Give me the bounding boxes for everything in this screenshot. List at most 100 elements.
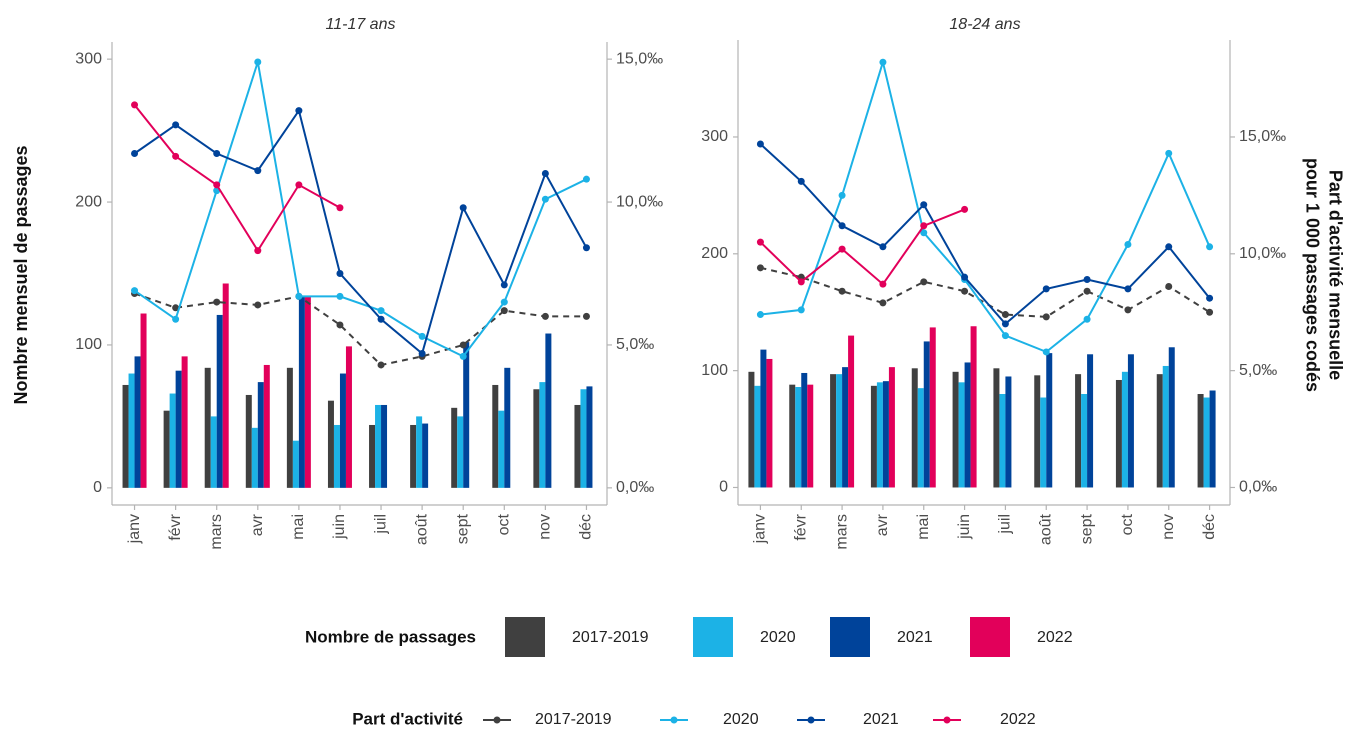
y2-tick-label: 0,0‰ [616, 479, 654, 496]
bar [163, 410, 170, 488]
panel-title: 18-24 ans [949, 16, 1020, 33]
line-point [582, 175, 590, 183]
bar [1034, 375, 1041, 488]
line-point [838, 222, 846, 230]
line-point [879, 299, 887, 307]
bar [545, 333, 552, 488]
line-point [295, 181, 303, 189]
line-point [336, 321, 344, 329]
line-point [920, 201, 928, 209]
line-point [131, 149, 139, 157]
bar [888, 367, 895, 488]
bar [1081, 394, 1088, 488]
line-point [172, 152, 180, 160]
line-point [582, 312, 590, 320]
bar [181, 356, 188, 488]
x-tick-label: juin [956, 514, 973, 540]
legend-label: 2021 [863, 711, 899, 728]
bar [917, 388, 924, 488]
line-point [541, 169, 549, 177]
legend-swatch [693, 617, 733, 657]
bar [327, 400, 334, 488]
line-point [1083, 276, 1091, 284]
x-tick-label: nov [537, 514, 554, 540]
line-point [377, 361, 385, 369]
bar [539, 382, 546, 488]
line-point [1206, 243, 1214, 251]
bar [876, 382, 883, 488]
bar [574, 404, 581, 488]
line-point [295, 107, 303, 115]
line-point [377, 315, 385, 323]
bar [1040, 397, 1047, 488]
line-point [879, 243, 887, 251]
x-tick-label: févr [167, 513, 184, 540]
y-tick-label: 300 [701, 128, 728, 145]
bar [801, 372, 808, 488]
bar [586, 386, 593, 488]
bar [848, 335, 855, 488]
line-point [541, 312, 549, 320]
bar [292, 440, 299, 488]
line [133, 61, 587, 358]
legend-label: 2017-2019 [572, 629, 649, 646]
bar [263, 364, 270, 488]
panel-title: 11-17 ans [326, 16, 396, 33]
y-tick-label: 300 [75, 50, 102, 67]
line-point [254, 247, 262, 255]
y2-tick-label: 10,0‰ [1239, 245, 1286, 262]
bar [422, 423, 429, 488]
bar [580, 389, 587, 488]
y-tick-label: 200 [701, 245, 728, 262]
line-point [336, 270, 344, 277]
bar [748, 371, 755, 488]
legend-swatch [505, 617, 545, 657]
x-tick-label: déc [578, 514, 595, 540]
legend-label: 2022 [1037, 629, 1073, 646]
bar [216, 314, 223, 488]
bar [369, 424, 376, 488]
x-tick-label: sept [454, 513, 471, 544]
legend-swatch [970, 617, 1010, 657]
y-tick-label: 100 [701, 362, 728, 379]
bar [504, 367, 511, 488]
x-tick-label: mai [915, 514, 932, 540]
line-point [254, 58, 262, 66]
bar [807, 384, 814, 488]
line-point [254, 167, 262, 175]
line-point [920, 229, 928, 237]
x-tick-label: févr [792, 513, 809, 540]
bar [1156, 374, 1163, 488]
line-point [838, 191, 846, 199]
y-tick-label: 0 [719, 479, 728, 496]
bar [298, 296, 305, 488]
line-point [1124, 285, 1132, 293]
x-tick-label: mars [208, 514, 225, 550]
line [760, 266, 1211, 318]
y2-tick-label: 5,0‰ [616, 336, 654, 353]
line-point [131, 287, 139, 295]
bar [836, 374, 843, 488]
line-point [961, 205, 969, 213]
bar [789, 384, 796, 488]
legend-title: Nombre de passages [305, 627, 476, 646]
legend-point [943, 716, 951, 724]
bar [533, 389, 540, 488]
bar [175, 370, 182, 488]
bar [134, 356, 141, 488]
bar [381, 404, 388, 488]
bar [795, 386, 802, 488]
line-point [797, 177, 805, 185]
line-point [500, 298, 508, 306]
x-tick-label: oct [1119, 513, 1136, 535]
x-tick-label: sept [1078, 513, 1095, 544]
line [759, 208, 965, 286]
bar [766, 358, 773, 488]
line-point [1165, 243, 1173, 251]
bar [345, 346, 352, 488]
bar [286, 367, 293, 488]
bar [304, 296, 311, 488]
bar [222, 283, 229, 488]
bar [1203, 397, 1210, 488]
legend-point [670, 716, 678, 724]
